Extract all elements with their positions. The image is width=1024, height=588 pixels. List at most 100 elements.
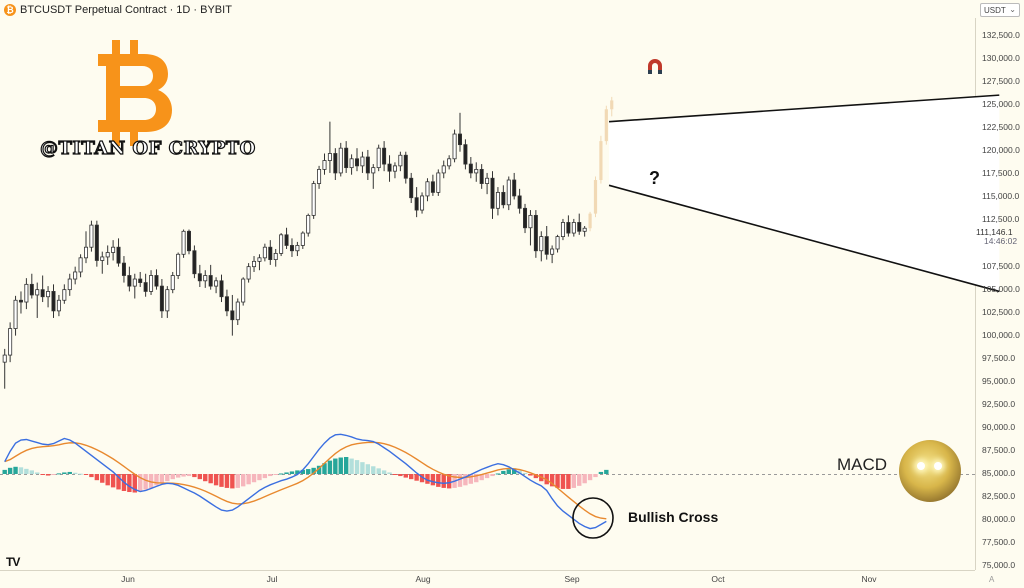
candle-body [322, 160, 327, 170]
candle [528, 210, 533, 246]
candle [582, 225, 587, 237]
candle [262, 243, 267, 262]
candle [51, 284, 56, 318]
candle-body [62, 289, 67, 301]
bar-countdown: 14:46:02 [984, 236, 1017, 246]
bitcoin-logo-icon [98, 40, 172, 146]
candle-body [544, 236, 549, 255]
candle-body [176, 253, 181, 276]
candle [517, 188, 522, 214]
macd-histogram-bar [289, 471, 295, 474]
candle-body [355, 158, 360, 167]
candle-body [268, 246, 273, 260]
candle-body [67, 278, 72, 291]
price-tick-label: 115,000.0 [982, 191, 1019, 201]
candle [495, 187, 500, 216]
macd-histogram-bar [371, 466, 376, 474]
price-tick-label: 132,500.0 [982, 30, 1020, 40]
macd-histogram-bar [13, 466, 18, 474]
candle [127, 266, 132, 292]
candle [506, 176, 511, 211]
macd-histogram-bar [268, 474, 273, 477]
candle-body [344, 147, 349, 169]
candle [490, 171, 495, 219]
wedge-upper-trendline[interactable] [608, 94, 1000, 123]
candle [138, 271, 143, 287]
macd-histogram-bar [474, 474, 479, 483]
candle [430, 174, 435, 196]
candle [398, 151, 403, 172]
candle [571, 218, 576, 237]
price-tick-label: 112,500.0 [982, 214, 1019, 224]
candle [35, 282, 40, 318]
projected-candle [599, 135, 603, 184]
candle-body [18, 299, 23, 303]
macd-histogram-bar [560, 474, 566, 489]
candle [170, 271, 175, 294]
watermark-text: @TITAN OF CRYPTO [39, 137, 256, 159]
macd-histogram-bar [262, 474, 268, 479]
macd-histogram-bar [257, 474, 262, 481]
macd-histogram-bar [327, 460, 333, 474]
macd-histogram-bar [240, 474, 246, 487]
candle-body [273, 252, 278, 260]
candle [479, 164, 484, 189]
macd-histogram-bar [479, 474, 484, 481]
price-tick-label: 85,000.0 [982, 468, 1015, 478]
wedge-lower-trendline[interactable] [608, 184, 1000, 293]
chevron-down-icon: ⌄ [1009, 5, 1016, 14]
auto-scale-button[interactable]: A [989, 575, 995, 584]
candle-body [78, 257, 83, 273]
candle-body [159, 285, 164, 312]
candle-body [582, 227, 587, 232]
symbol-title[interactable]: BTCUSDT Perpetual Contract · 1D · BYBIT [20, 4, 232, 16]
macd-histogram-bar [83, 474, 89, 475]
projected-candle-body [593, 180, 598, 214]
candle-body [468, 163, 473, 174]
macd-histogram-bar [148, 474, 154, 488]
candle-body [105, 252, 110, 258]
macd-histogram-bar [35, 472, 40, 474]
candle-body [241, 278, 246, 303]
candle [132, 273, 137, 299]
price-tick-label: 120,000.0 [982, 145, 1020, 155]
candle [18, 291, 23, 314]
macd-histogram-bar [62, 472, 67, 474]
macd-histogram-bar [278, 473, 284, 475]
candle-body [13, 299, 18, 329]
macd-histogram-bar [143, 474, 148, 490]
candle-body [365, 156, 370, 174]
candle-body [94, 224, 99, 261]
candle [279, 233, 284, 257]
last-price-label: 111,146.1 [976, 227, 1013, 237]
candle-body [441, 165, 446, 174]
macd-histogram-bar [349, 458, 354, 474]
candle [566, 215, 571, 237]
candle-body [246, 266, 251, 280]
candle-body [208, 275, 213, 287]
candle [246, 263, 251, 283]
candle-body [528, 214, 533, 229]
projected-candle [610, 96, 614, 117]
candle [457, 112, 462, 152]
candle [203, 270, 208, 288]
candle [29, 273, 34, 299]
wedge-fill [609, 95, 1000, 292]
candle [121, 256, 126, 283]
tradingview-logo-icon[interactable]: TV [6, 555, 20, 569]
candle-body [382, 147, 387, 165]
price-tick-label: 87,500.0 [982, 445, 1015, 455]
macd-histogram-bar [132, 474, 137, 493]
candle [197, 264, 202, 287]
candle-body [300, 232, 305, 246]
candle-body [56, 299, 61, 312]
candle [40, 275, 45, 303]
macd-histogram-bar [360, 462, 365, 474]
macd-histogram-bar [571, 474, 577, 488]
candle [533, 210, 538, 258]
macd-histogram-bar [246, 474, 251, 485]
currency-selector[interactable]: USDT ⌄ [980, 3, 1020, 17]
candle [414, 187, 419, 218]
candle [116, 238, 121, 267]
